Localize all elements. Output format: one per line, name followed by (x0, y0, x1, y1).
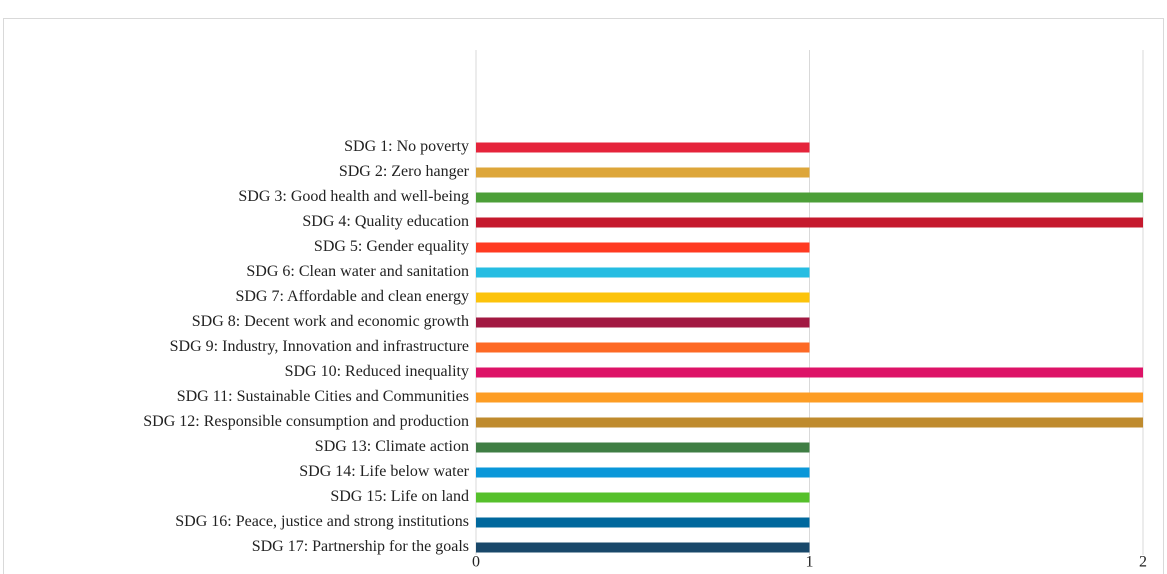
y-tick-label: SDG 16: Peace, justice and strong instit… (175, 513, 469, 530)
bar (476, 317, 810, 328)
bar (476, 392, 1143, 403)
y-tick-label: SDG 3: Good health and well-being (238, 188, 469, 205)
y-tick-label: SDG 15: Life on land (330, 488, 469, 505)
bar (476, 442, 810, 453)
y-tick-label: SDG 7: Affordable and clean energy (235, 288, 469, 305)
bar (476, 142, 810, 153)
y-tick-label: SDG 14: Life below water (299, 463, 469, 480)
bar (476, 367, 1143, 378)
y-tick-label: SDG 17: Partnership for the goals (252, 538, 469, 555)
bar (476, 292, 810, 303)
y-tick-label: SDG 9: Industry, Innovation and infrastr… (170, 338, 469, 355)
bar (476, 192, 1143, 203)
y-tick-label: SDG 12: Responsible consumption and prod… (143, 413, 469, 430)
y-tick-label: SDG 8: Decent work and economic growth (192, 313, 469, 330)
y-tick-label: SDG 11: Sustainable Cities and Communiti… (177, 388, 469, 405)
x-tick-label: 2 (1139, 554, 1147, 571)
y-tick-label: SDG 4: Quality education (302, 213, 469, 230)
bar (476, 542, 810, 553)
y-tick-label: SDG 6: Clean water and sanitation (246, 263, 469, 280)
bar (476, 342, 810, 353)
y-tick-label: SDG 2: Zero hanger (339, 163, 470, 180)
bar (476, 217, 1143, 228)
bar (476, 467, 810, 478)
bar (476, 417, 1143, 428)
y-tick-label: SDG 1: No poverty (344, 138, 469, 155)
bar (476, 492, 810, 503)
bar (476, 517, 810, 528)
bar (476, 167, 810, 178)
y-tick-label: SDG 5: Gender equality (314, 238, 469, 255)
y-tick-label: SDG 13: Climate action (315, 438, 469, 455)
x-tick-label: 1 (806, 554, 814, 571)
x-tick-label: 0 (472, 554, 480, 571)
bar (476, 242, 810, 253)
y-tick-label: SDG 10: Reduced inequality (285, 363, 469, 380)
bar (476, 267, 810, 278)
